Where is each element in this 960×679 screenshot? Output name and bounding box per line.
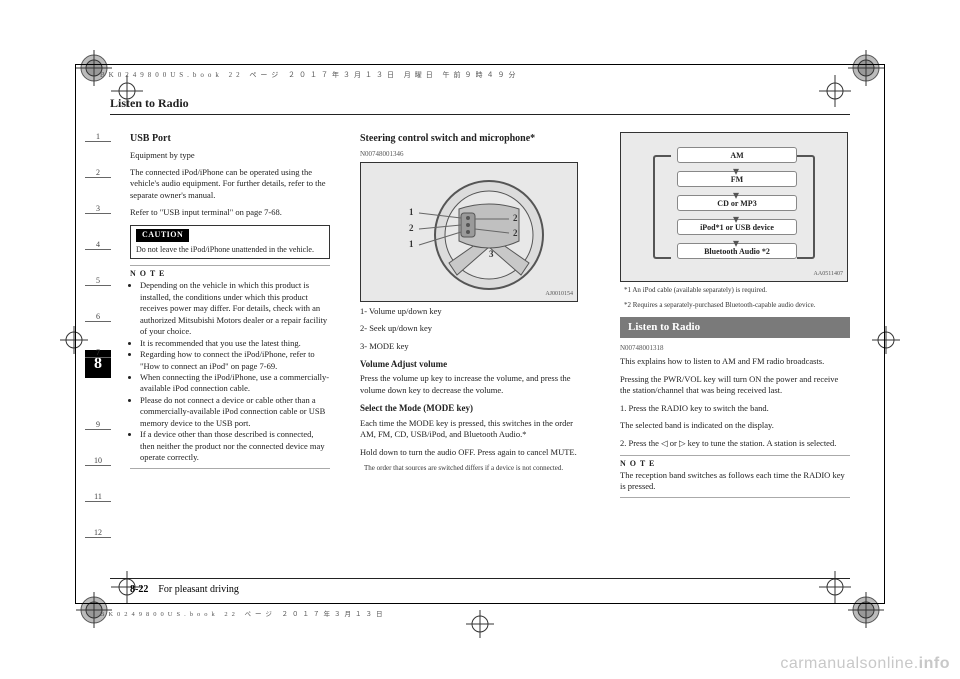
ruler-label: 7: [85, 348, 111, 357]
page-number: 8-22 For pleasant driving: [130, 584, 239, 595]
body-text: The selected band is indicated on the di…: [620, 420, 850, 431]
ruler-label: 6: [85, 312, 111, 321]
page-title: Listen to Radio: [110, 96, 189, 111]
ruler-label: 2: [85, 168, 111, 177]
down-arrow-icon: ▾: [733, 235, 739, 251]
section-code: N00748001346: [360, 150, 580, 159]
body-text: Refer to "USB input terminal" on page 7-…: [130, 207, 330, 218]
header-rule: [110, 114, 850, 115]
footnote: *1 An iPod cable (available separately) …: [624, 286, 850, 295]
figure-code: AJ0010154: [545, 290, 573, 298]
col1-heading: USB Port: [130, 132, 330, 146]
caution-body: Do not leave the iPod/iPhone unattended …: [136, 245, 324, 256]
loop-arrow-left: [653, 155, 671, 259]
body-text: 2. Press the ◁ or ▷ key to tune the stat…: [620, 438, 850, 449]
note-body: The reception band switches as follows e…: [620, 470, 850, 498]
col2-heading: Steering control switch and microphone*: [360, 132, 580, 146]
thumb-index: 8 12345679101112: [85, 132, 111, 562]
column-1: USB Port Equipment by type The connected…: [130, 132, 330, 475]
body-text: Each time the MODE key is pressed, this …: [360, 418, 580, 441]
note-item: If a device other than those described i…: [140, 429, 330, 463]
chapter-title: For pleasant driving: [158, 584, 239, 595]
figure-code: AA0511407: [814, 270, 843, 278]
loop-arrow-right: [797, 155, 815, 259]
fig-label: 1: [409, 239, 414, 249]
body-text: This explains how to listen to AM and FM…: [620, 356, 850, 367]
note-item: Regarding how to connect the iPod/iPhone…: [140, 349, 330, 372]
caution-box: CAUTION Do not leave the iPod/iPhone una…: [130, 225, 330, 260]
fig-label: 3: [489, 249, 494, 259]
note-item: Depending on the vehicle in which this p…: [140, 280, 330, 337]
footnote: The order that sources are switched diff…: [364, 464, 580, 473]
print-line: BK0249800US.book 22 ページ ２０１７年３月１３日: [100, 608, 386, 618]
ruler-label: 11: [85, 492, 111, 501]
subheading: Volume Adjust volume: [360, 358, 580, 370]
source-box: AM: [677, 147, 797, 163]
fig-label: 1: [409, 207, 414, 217]
figure-steering-wheel: 1 2 1 2 2 3 AJ0010154: [360, 162, 578, 302]
body-text: 1. Press the RADIO key to switch the ban…: [620, 403, 850, 414]
regmark-mb: [466, 610, 494, 638]
note-body: Depending on the vehicle in which this p…: [130, 280, 330, 469]
caution-head: CAUTION: [136, 229, 189, 242]
body-text: Pressing the PWR/VOL key will turn ON th…: [620, 374, 850, 397]
body-text: The connected iPod/iPhone can be operate…: [130, 167, 330, 201]
footer-rule: [110, 578, 850, 579]
page-number-text: 8-22: [130, 584, 148, 595]
ruler-label: 10: [85, 456, 111, 465]
note-item: Please do not connect a device or cable …: [140, 395, 330, 429]
list-item: 2- Seek up/down key: [360, 323, 580, 334]
note-head: N O T E: [620, 455, 850, 470]
subheading: Select the Mode (MODE key): [360, 402, 580, 414]
note-head: N O T E: [130, 265, 330, 280]
list-item: 1- Volume up/down key: [360, 306, 580, 317]
section-code: N00748001318: [620, 344, 850, 353]
ruler-label: 1: [85, 132, 111, 141]
fig-label: 2: [513, 213, 518, 223]
watermark: carmanualsonline.info: [780, 655, 950, 673]
ruler-label: 5: [85, 276, 111, 285]
footnote: *2 Requires a separately-purchased Bluet…: [624, 301, 850, 310]
list-item: 3- MODE key: [360, 341, 580, 352]
section-heading-bar: Listen to Radio: [620, 317, 850, 338]
body-text: Hold down to turn the audio OFF. Press a…: [360, 447, 580, 458]
column-3: AMFMCD or MP3iPod*1 or USB deviceBluetoo…: [620, 132, 850, 504]
note-item: When connecting the iPod/iPhone, use a c…: [140, 372, 330, 395]
ruler-label: 9: [85, 420, 111, 429]
body-text: Equipment by type: [130, 150, 330, 161]
body-text: Press the volume up key to increase the …: [360, 373, 580, 396]
fig-label: 2: [513, 228, 518, 238]
running-head: BK0249800US.book 22 ページ ２０１７年３月１３日 月曜日 午…: [100, 70, 520, 80]
down-arrow-icon: ▾: [733, 163, 739, 179]
note-item: It is recommended that you use the lates…: [140, 338, 330, 349]
figure-source-cycle: AMFMCD or MP3iPod*1 or USB deviceBluetoo…: [620, 132, 848, 282]
down-arrow-icon: ▾: [733, 187, 739, 203]
ruler-label: 3: [85, 204, 111, 213]
ruler-label: 4: [85, 240, 111, 249]
fig-label: 2: [409, 223, 414, 233]
down-arrow-icon: ▾: [733, 211, 739, 227]
ruler-label: 12: [85, 528, 111, 537]
column-2: Steering control switch and microphone* …: [360, 132, 580, 479]
